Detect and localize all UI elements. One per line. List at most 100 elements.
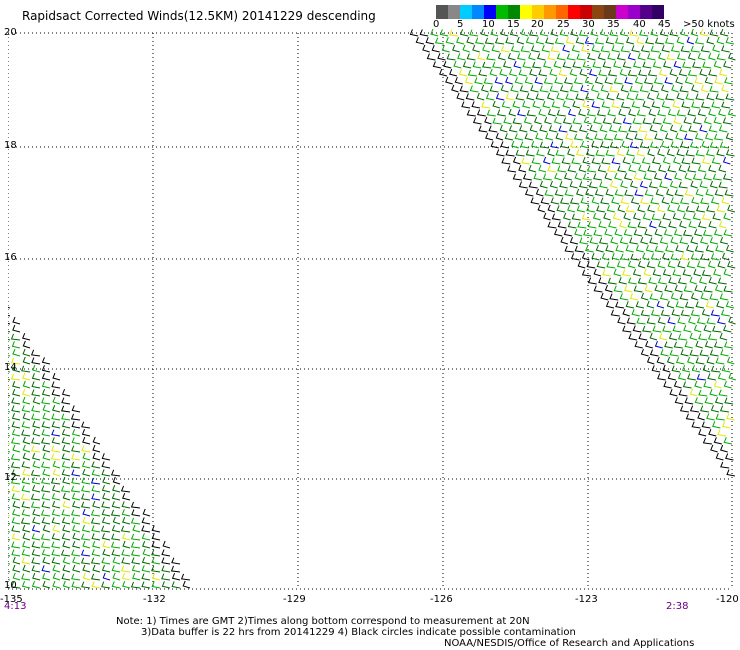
- wind-barb: [690, 309, 700, 317]
- wind-barb: [40, 509, 51, 517]
- wind-barb: [609, 85, 619, 93]
- wind-barb: [723, 325, 732, 333]
- wind-barb: [605, 188, 614, 197]
- wind-barb: [482, 44, 490, 53]
- wind-barb: [8, 387, 11, 389]
- wind-barb: [664, 341, 673, 349]
- wind-barb: [658, 164, 667, 173]
- wind-barb: [599, 237, 608, 245]
- wind-barb: [684, 172, 692, 181]
- wind-barb: [71, 469, 81, 477]
- wind-barb: [684, 397, 694, 405]
- wind-barb: [649, 124, 658, 133]
- wind-barb: [71, 581, 81, 589]
- wind-barb: [573, 77, 583, 85]
- wind-barb: [614, 172, 622, 181]
- wind-barb: [707, 333, 718, 341]
- wind-barb: [92, 436, 101, 445]
- wind-barb: [469, 85, 479, 93]
- wind-barb: [659, 181, 668, 189]
- wind-barb: [574, 228, 583, 237]
- wind-barb: [120, 485, 131, 493]
- wind-barb: [644, 133, 654, 141]
- wind-barb: [588, 181, 598, 189]
- wind-barb: [693, 324, 702, 333]
- wind-barb: [594, 37, 604, 45]
- colorbar-swatch: [520, 5, 532, 19]
- wind-barb: [41, 565, 51, 573]
- wind-barb: [131, 557, 141, 565]
- wind-barb: [723, 229, 733, 237]
- wind-barb: [52, 404, 61, 413]
- wind-barb: [22, 332, 31, 341]
- wind-barb: [657, 148, 665, 157]
- wind-barb: [539, 141, 549, 149]
- wind-barb: [22, 396, 31, 405]
- wind-barb: [694, 285, 703, 293]
- wind-barb: [654, 285, 663, 293]
- wind-barb: [82, 452, 91, 461]
- wind-barb: [621, 140, 629, 149]
- wind-barb: [603, 212, 611, 221]
- wind-barb: [679, 405, 689, 413]
- wind-barb: [32, 428, 41, 437]
- wind-barb: [31, 413, 41, 421]
- wind-barb: [565, 37, 575, 45]
- wind-barb: [502, 61, 512, 69]
- wind-barb: [10, 373, 21, 381]
- wind-barb: [560, 236, 569, 245]
- wind-barb: [634, 189, 644, 197]
- wind-barb: [580, 197, 590, 205]
- x-tick-label: -123: [575, 594, 598, 605]
- wind-barb: [62, 444, 71, 453]
- colorbar-label: 35: [607, 19, 620, 30]
- wind-barb: [682, 269, 692, 277]
- wind-barb: [728, 316, 736, 325]
- time-label-right: 2:38: [666, 601, 689, 612]
- wind-barb: [655, 188, 664, 197]
- wind-barb: [532, 100, 541, 109]
- wind-barb: [686, 261, 696, 269]
- wind-barb: [10, 581, 21, 589]
- wind-barb: [561, 157, 571, 165]
- wind-barb: [662, 156, 671, 165]
- wind-barb: [514, 133, 524, 141]
- wind-barb: [8, 379, 11, 381]
- wind-barb: [695, 357, 705, 365]
- wind-barb: [508, 68, 518, 77]
- wind-barb: [488, 125, 498, 133]
- wind-barb: [712, 325, 722, 333]
- wind-barb: [22, 524, 31, 533]
- wind-barb: [630, 253, 640, 261]
- wind-barb: [8, 522, 11, 525]
- wind-barb: [591, 253, 600, 261]
- wind-barb: [673, 60, 682, 69]
- wind-barb: [12, 572, 21, 581]
- wind-barb: [615, 37, 624, 45]
- wind-barb: [689, 141, 699, 149]
- wind-barb: [8, 346, 11, 349]
- wind-barb: [632, 325, 642, 333]
- wind-barb: [80, 533, 91, 541]
- wind-barb: [524, 189, 534, 197]
- wind-barb: [41, 437, 51, 445]
- wind-barb: [646, 261, 656, 269]
- wind-barb: [132, 524, 141, 533]
- wind-barb: [721, 101, 731, 109]
- wind-barb: [622, 325, 632, 333]
- wind-barb: [609, 125, 618, 133]
- wind-barb: [605, 245, 614, 253]
- wind-barb: [719, 405, 729, 413]
- wind-barb: [660, 309, 670, 317]
- wind-barb: [547, 53, 556, 61]
- wind-barb: [51, 485, 61, 493]
- wind-barb: [8, 419, 11, 421]
- wind-barb: [610, 180, 618, 189]
- wind-barb: [31, 485, 41, 493]
- wind-barb: [650, 309, 660, 317]
- wind-barb: [111, 565, 121, 573]
- wind-barb: [60, 405, 71, 413]
- wind-barb: [22, 356, 31, 365]
- wind-barb: [646, 317, 656, 325]
- wind-barb: [51, 517, 61, 525]
